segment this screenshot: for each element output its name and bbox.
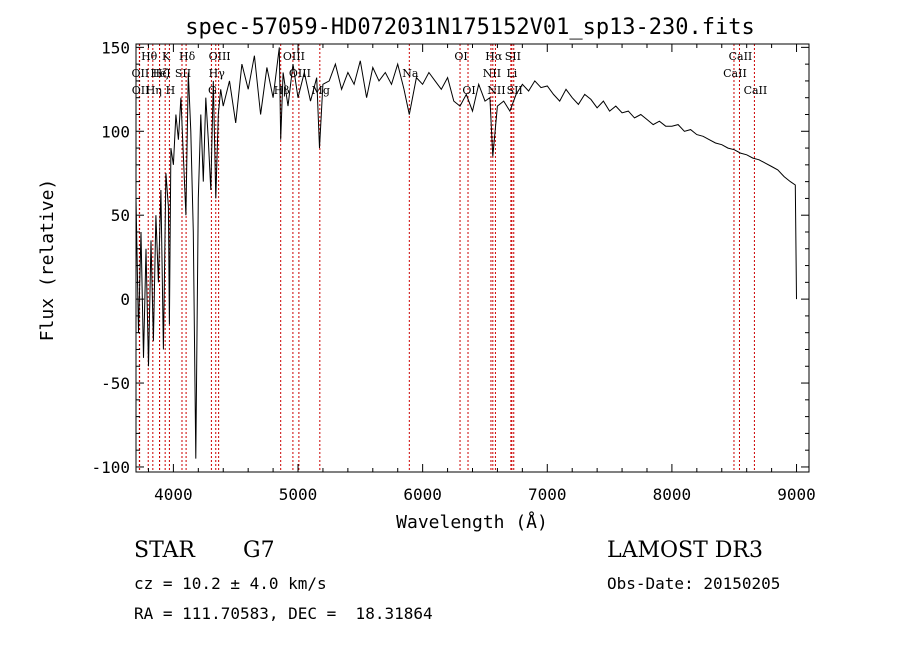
x-tick-label-0: 4000: [154, 485, 193, 504]
line-label-9: Hδ: [179, 50, 196, 63]
y-tick-label-1: -50: [101, 374, 130, 393]
line-label-27: CaII: [723, 67, 747, 80]
object-type: STAR: [134, 538, 195, 563]
line-label-24: Li: [506, 67, 517, 80]
line-label-10: OIII: [209, 50, 231, 63]
line-label-26: CaII: [729, 50, 753, 63]
observation-date: Obs-Date: 20150205: [607, 574, 781, 593]
line-label-12: G: [208, 84, 217, 97]
y-axis-label: Flux (relative): [37, 179, 58, 342]
redshift-cz: cz = 10.2 ± 4.0 km/s: [134, 574, 327, 593]
line-label-6: H: [166, 84, 176, 97]
line-label-25: SII: [507, 84, 523, 97]
line-label-7: HeI: [150, 67, 170, 80]
line-label-16: Mg: [312, 84, 330, 97]
line-label-0: Hθ: [141, 50, 158, 63]
x-tick-label-4: 8000: [653, 485, 692, 504]
line-label-1: Hη: [146, 84, 162, 97]
line-label-13: OIII: [283, 50, 305, 63]
line-label-19: OI: [462, 84, 475, 97]
y-tick-label-0: -100: [91, 458, 130, 477]
line-label-22: NII: [487, 84, 505, 97]
line-label-28: CaII: [744, 84, 768, 97]
line-label-8: SII: [175, 67, 191, 80]
chart-title: spec-57059-HD072031N175152V01_sp13-230.f…: [185, 15, 755, 40]
x-tick-label-5: 9000: [777, 485, 816, 504]
line-label-3: OII: [132, 84, 150, 97]
line-label-21: NII: [483, 67, 501, 80]
line-label-15: Hβ: [274, 84, 290, 97]
y-tick-label-5: 150: [101, 38, 130, 57]
coordinates: RA = 111.70583, DEC = 18.31864: [134, 604, 433, 623]
spectral-subclass: G7: [243, 538, 275, 563]
line-label-23: SII: [505, 50, 521, 63]
x-axis: 4000 5000 6000 7000 8000 9000: [147, 44, 816, 504]
line-label-11: Hγ: [209, 67, 226, 80]
y-axis: -100 -50 0 50 100 150: [91, 38, 809, 477]
flux-series-line: [135, 47, 797, 459]
y-tick-label-2: 0: [120, 290, 130, 309]
x-axis-label: Wavelength (Å): [396, 511, 548, 533]
y-tick-label-3: 50: [111, 206, 130, 225]
x-tick-label-3: 7000: [528, 485, 567, 504]
line-label-2: OII: [132, 67, 150, 80]
x-tick-label-2: 6000: [403, 485, 442, 504]
y-tick-label-4: 100: [101, 122, 130, 141]
survey-name: LAMOST DR3: [607, 538, 763, 563]
line-label-4: Hζ: [153, 67, 169, 80]
line-label-18: OI: [454, 50, 467, 63]
line-label-17: Na: [402, 67, 419, 80]
spectral-line-markers: [138, 44, 755, 472]
line-label-20: Hα: [485, 50, 503, 63]
line-label-5: K: [162, 50, 171, 63]
x-tick-label-1: 5000: [279, 485, 318, 504]
